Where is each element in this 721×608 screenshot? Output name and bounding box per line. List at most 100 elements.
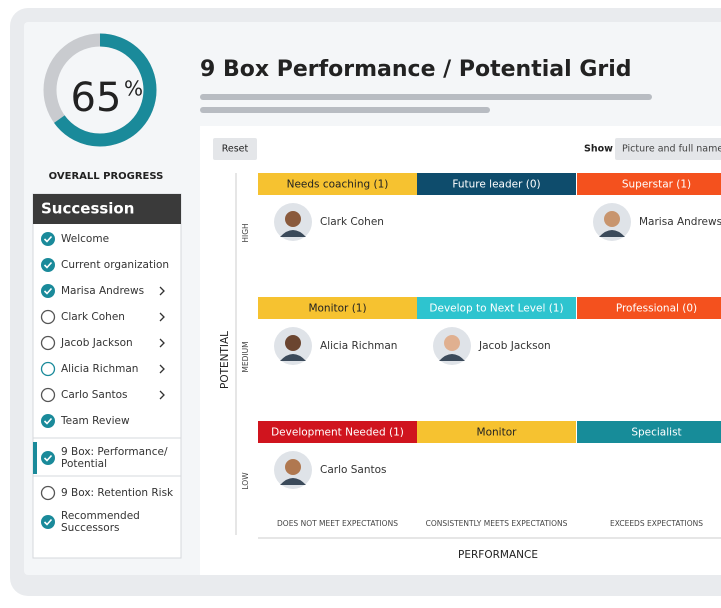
item-label: Successors — [61, 522, 119, 534]
sidebar-item[interactable]: 9 Box: Performance/Potential — [33, 442, 168, 474]
sidebar-item[interactable]: Jacob Jackson — [40, 335, 165, 351]
box-title: Superstar (1) — [622, 179, 691, 191]
chevron — [159, 338, 165, 348]
chevron — [159, 312, 165, 322]
box-header — [577, 173, 721, 195]
box-title: Future leader (0) — [452, 179, 540, 191]
item-label: Jacob Jackson — [60, 337, 133, 349]
show-value: Picture and full name — [622, 144, 721, 155]
person[interactable]: Alicia Richman — [274, 327, 397, 365]
box-header — [417, 421, 576, 443]
person[interactable]: Jacob Jackson — [433, 327, 551, 365]
box-title: Develop to Next Level (1) — [429, 303, 563, 315]
person-name: Alicia Richman — [320, 340, 397, 352]
box-title: Monitor (1) — [308, 303, 366, 315]
item-label: Clark Cohen — [61, 311, 125, 323]
box-title: Development Needed (1) — [271, 427, 404, 439]
row-label: MEDIUM — [241, 341, 250, 372]
x-axis-title: PERFORMANCE — [458, 549, 538, 561]
check — [43, 261, 53, 269]
item-label: Recommended — [61, 510, 140, 522]
box-header — [258, 297, 417, 319]
status-todo — [40, 335, 56, 351]
person-name: Jacob Jackson — [478, 340, 551, 352]
box-header — [258, 421, 417, 443]
progress-arc — [43, 33, 157, 147]
progress-value: 65 — [71, 75, 122, 121]
person[interactable]: Clark Cohen — [274, 203, 384, 241]
person-name: Clark Cohen — [320, 216, 384, 228]
item-label: Welcome — [61, 233, 109, 245]
chevron — [159, 286, 165, 296]
item-label: Team Review — [60, 415, 130, 427]
active-indicator — [33, 442, 37, 474]
check — [43, 235, 53, 243]
sidebar-header — [33, 194, 181, 224]
box-title: Specialist — [631, 427, 681, 439]
person[interactable]: Carlo Santos — [274, 451, 387, 489]
row-label: LOW — [241, 472, 250, 490]
avatar-body — [280, 230, 306, 237]
box-title: Professional (0) — [616, 303, 697, 315]
box-header — [417, 297, 576, 319]
row-label: HIGH — [241, 223, 250, 242]
status-todo — [40, 387, 56, 403]
check — [43, 454, 53, 462]
item-label: Current organization — [61, 259, 169, 271]
status-done — [41, 414, 55, 428]
status-done — [41, 284, 55, 298]
avatar-face — [604, 211, 620, 227]
column-label: CONSISTENTLY MEETS EXPECTATIONS — [426, 519, 568, 528]
item-label: 9 Box: Performance/ — [61, 446, 168, 458]
box-title: Needs coaching (1) — [287, 179, 389, 191]
y-axis-title: POTENTIAL — [219, 331, 231, 389]
status-todo — [40, 485, 56, 501]
check — [43, 417, 53, 425]
chevron — [159, 390, 165, 400]
status-done — [41, 451, 55, 465]
person-name: Carlo Santos — [320, 464, 387, 476]
item-label: Carlo Santos — [61, 389, 128, 401]
status-done — [41, 232, 55, 246]
avatar-body — [280, 354, 306, 361]
sidebar-box — [32, 193, 182, 559]
status-done — [41, 515, 55, 529]
status-done — [41, 258, 55, 272]
check — [43, 518, 53, 526]
sidebar-item[interactable]: Current organization — [41, 258, 169, 272]
box-header — [577, 297, 721, 319]
avatar-face — [444, 335, 460, 351]
column-label: EXCEEDS EXPECTATIONS — [610, 519, 703, 528]
sidebar-item[interactable]: Marisa Andrews — [41, 284, 165, 298]
status-todo — [40, 309, 56, 325]
chevron — [159, 364, 165, 374]
progress-unit: % — [124, 77, 143, 101]
avatar-body — [439, 354, 465, 361]
reset-label: Reset — [222, 144, 249, 155]
box-header — [577, 421, 721, 443]
show-dropdown[interactable] — [615, 138, 721, 160]
sidebar-item[interactable]: 9 Box: Retention Risk — [40, 485, 175, 501]
sidebar-item[interactable]: Clark Cohen — [40, 309, 165, 325]
sidebar-item[interactable]: Carlo Santos — [40, 387, 165, 403]
show-label: Show — [584, 144, 613, 155]
box-header — [417, 173, 576, 195]
column-label: DOES NOT MEET EXPECTATIONS — [277, 519, 398, 528]
sidebar-item[interactable]: Alicia Richman — [40, 361, 165, 377]
check — [43, 287, 53, 295]
reset-button[interactable] — [213, 138, 257, 160]
item-label: 9 Box: Retention Risk — [61, 487, 174, 499]
placeholder-bar — [200, 107, 490, 113]
avatar-body — [599, 230, 625, 237]
avatar-face — [285, 211, 301, 227]
progress-caption: OVERALL PROGRESS — [49, 171, 164, 182]
avatar-face — [285, 335, 301, 351]
avatar-body — [280, 478, 306, 485]
sidebar-item[interactable]: Team Review — [41, 414, 130, 428]
sidebar-title: Succession — [41, 200, 134, 218]
person[interactable]: Marisa Andrews — [593, 203, 721, 241]
placeholder-bar — [200, 94, 652, 100]
sidebar-item[interactable]: Welcome — [41, 232, 109, 246]
